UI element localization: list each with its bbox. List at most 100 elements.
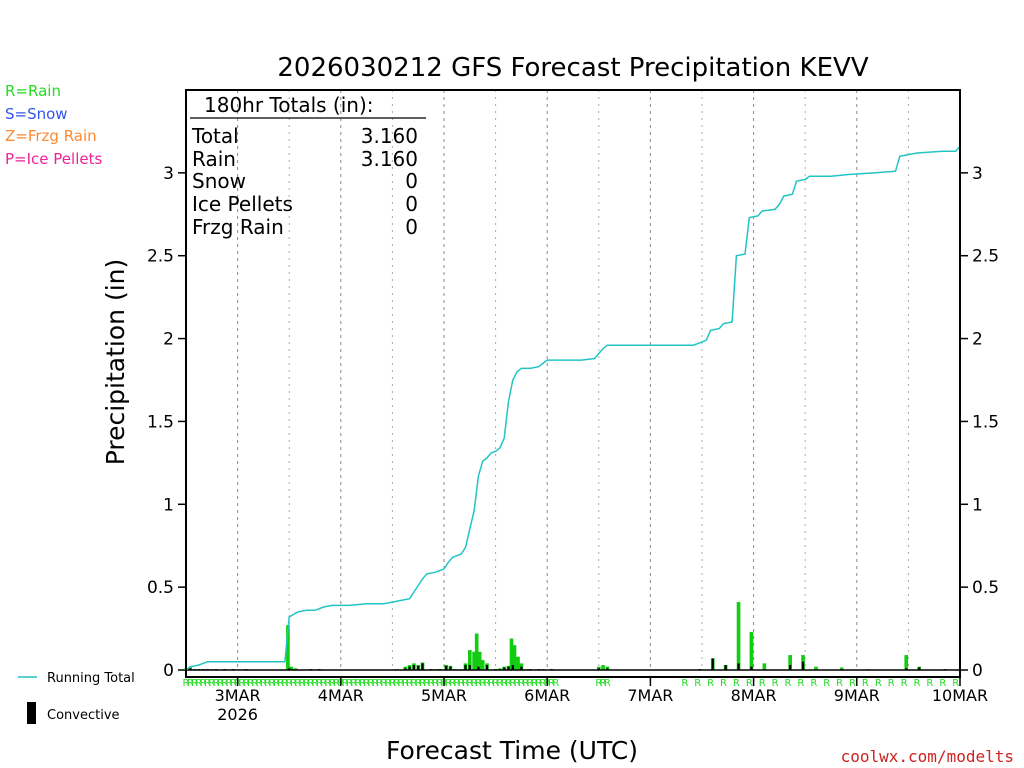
type-marker: R [419,678,426,689]
type-marker: R [410,678,417,689]
x-tick-label: 4MAR [318,686,364,705]
plot-frame [185,89,961,678]
type-marker: R [888,678,895,689]
type-marker: R [226,678,233,689]
type-marker: R [518,678,525,689]
y-tick-label-right: 1.5 [972,412,999,432]
type-marker: R [355,678,362,689]
type-marker: R [552,678,559,689]
precip-bar [467,650,472,670]
type-marker: R [428,678,435,689]
x-tick-label: 10MAR [932,686,988,705]
precip-bars [184,602,960,671]
type-marker: R [320,678,327,689]
type-marker: R [939,678,946,689]
type-marker: R [380,678,387,689]
type-marker: R [901,678,908,689]
type-marker: R [393,678,400,689]
totals-snow-value: 0 [405,169,418,193]
legend-convective: Convective [47,708,120,723]
type-marker: R [496,678,503,689]
type-marker: R [535,678,542,689]
y-axis-ticks: 0 00.5 0.51 11.5 1.52 22.5 2.53 3 [147,164,999,681]
type-marker: R [260,678,267,689]
type-marker: R [453,678,460,689]
y-tick-label-right: 2.5 [972,247,999,267]
type-marker: R [488,678,495,689]
type-marker: R [720,678,727,689]
x-axis-label: Forecast Time (UTC) [386,736,638,765]
convective-bar [288,668,291,670]
type-marker: R [398,678,405,689]
type-marker: R [810,678,817,689]
legend-running-total: Running Total [47,671,135,686]
convective-bar [801,661,805,670]
type-marker: R [445,678,452,689]
precip-bar [474,633,479,670]
precip-bar [293,668,298,670]
type-marker: R [423,678,430,689]
series-legend: Running Total Convective [18,671,135,724]
type-marker: R [303,678,310,689]
type-marker: R [402,678,409,689]
type-marker: R [247,678,254,689]
precip-bar [512,645,517,670]
totals-frzg-value: 0 [405,215,418,239]
y-tick-label-right: 1 [972,495,983,515]
precip-bar [509,638,514,670]
vertical-grid [237,90,909,670]
type-marker: R [501,678,508,689]
type-marker: R [312,678,319,689]
convective-bar [485,665,489,670]
type-marker: R [914,678,921,689]
y-tick-label-left: 2 [163,330,174,350]
y-tick-label-right: 3 [972,164,983,184]
totals-heading: 180hr Totals (in): [204,93,374,117]
type-marker: R [466,678,473,689]
chart-title: 2026030212 GFS Forecast Precipitation KE… [277,53,868,83]
convective-bar [417,665,420,670]
convective-bar [477,666,480,670]
totals-total-label: Total [191,124,239,148]
totals-ice-label: Ice Pellets [192,192,293,216]
type-marker: R [195,678,202,689]
type-marker: R [376,678,383,689]
type-marker: R [462,678,469,689]
type-marker: R [475,678,482,689]
precip-bar [749,631,754,670]
type-marker: R [836,678,843,689]
type-marker: R [290,678,297,689]
type-marker: R [264,678,271,689]
y-tick-label-left: 1.5 [147,412,174,432]
legend-convective-swatch [27,702,36,724]
x-tick-label: 3MAR [215,686,261,705]
x-tick-label: 8MAR [731,686,777,705]
convective-bar [789,665,792,670]
x-tick-label: 6MAR [524,686,570,705]
x-tick-label: 5MAR [421,686,467,705]
convective-bar [737,663,740,670]
legend-snow: S=Snow [5,105,68,123]
convective-bar [750,666,753,670]
precip-bar [516,656,520,670]
type-marker: R [217,678,224,689]
convective-bar [421,663,424,670]
precip-bar [601,665,605,670]
totals-snow-label: Snow [192,169,246,193]
type-marker: R [875,678,882,689]
type-marker: R [952,678,959,689]
type-marker: R [299,678,306,689]
legend-rain: R=Rain [5,82,61,100]
type-marker: R [329,678,336,689]
type-marker: R [389,678,396,689]
type-marker: R [862,678,869,689]
type-marker: R [307,678,314,689]
type-marker: R [221,678,228,689]
type-marker: R [286,678,293,689]
type-marker: R [797,678,804,689]
precip-bar [286,625,290,670]
convective-bar [918,667,921,670]
convective-bar [404,668,407,670]
precip-bar [904,655,909,670]
